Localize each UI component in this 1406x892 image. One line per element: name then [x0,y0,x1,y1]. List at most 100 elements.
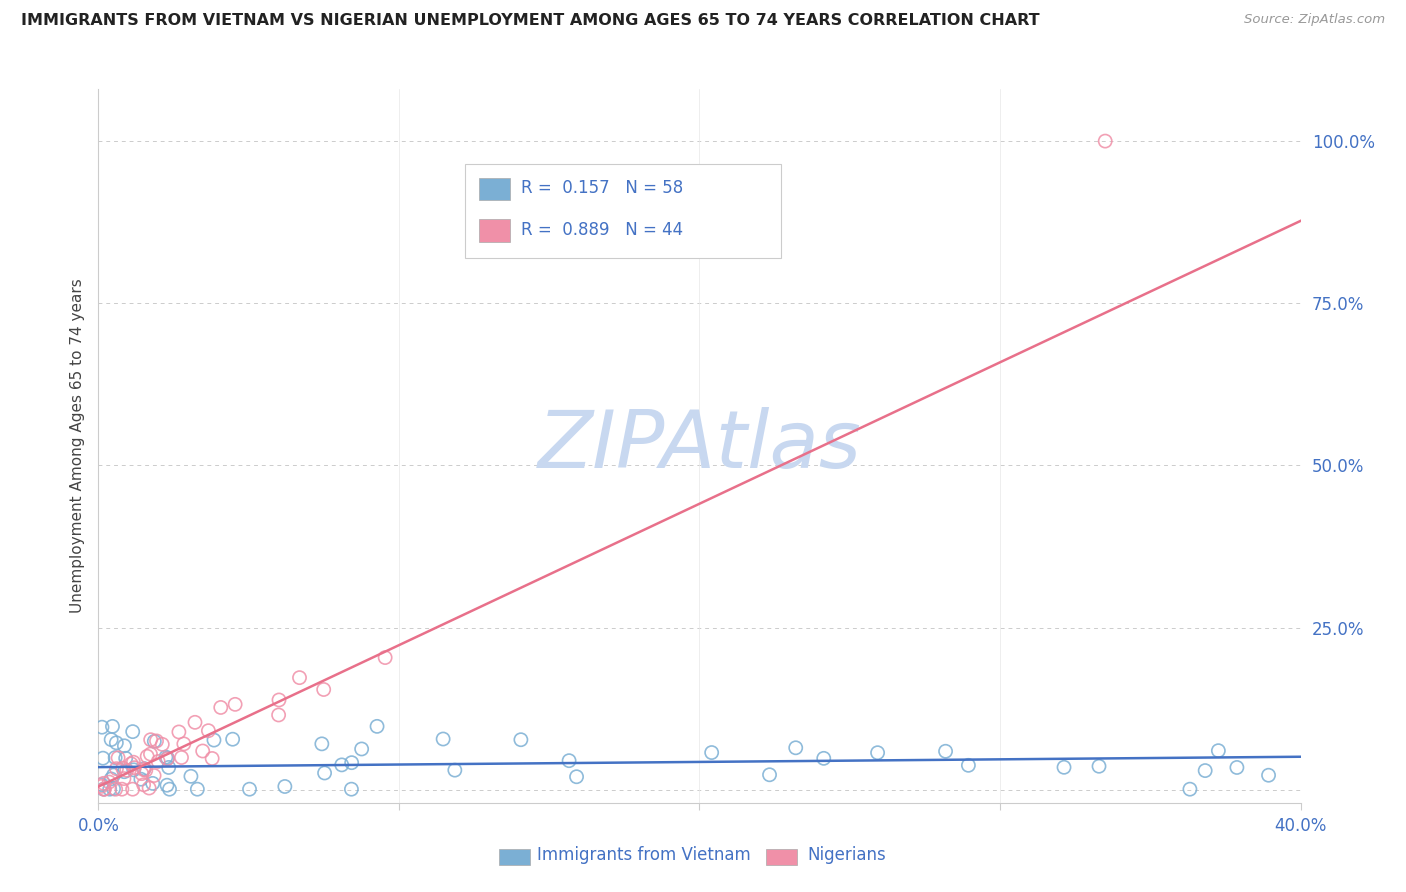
Point [340,756,363,770]
Point [267,708,290,723]
Text: Immigrants from Vietnam: Immigrants from Vietnam [537,846,751,863]
Point [209,700,232,714]
Point [112,739,135,753]
Point [224,698,246,712]
Point [443,763,465,777]
Point [90,778,112,792]
Point [135,764,157,778]
Point [90,780,112,794]
Point [136,749,159,764]
Point [1094,134,1116,148]
Point [132,763,155,777]
Point [565,770,588,784]
Point [93,782,115,797]
Point [98,775,121,789]
Point [131,766,153,780]
Point [150,737,173,751]
Point [509,732,531,747]
Point [785,740,807,755]
Point [1226,760,1249,774]
Point [139,732,162,747]
Point [432,731,454,746]
Point [1178,782,1201,797]
Point [138,780,160,795]
Point [813,751,835,765]
Point [274,780,297,794]
Point [330,757,353,772]
Point [139,747,162,761]
Point [93,782,115,797]
Text: R =  0.157   N = 58: R = 0.157 N = 58 [522,179,683,197]
Point [758,768,780,782]
Point [93,782,115,797]
Point [159,782,181,797]
Point [111,782,134,797]
Point [312,682,335,697]
Point [374,650,396,665]
Point [558,754,581,768]
Point [129,772,152,787]
Point [132,778,155,792]
Point [350,742,373,756]
Point [340,782,363,797]
Point [103,781,125,796]
Point [112,772,135,786]
Point [156,752,179,766]
Point [115,764,138,778]
Point [197,723,219,738]
Point [238,782,260,797]
Point [700,746,723,760]
Y-axis label: Unemployment Among Ages 65 to 74 years: Unemployment Among Ages 65 to 74 years [69,278,84,614]
Point [111,761,134,775]
Point [145,734,167,748]
Point [124,761,146,775]
Point [143,734,166,748]
Point [121,724,143,739]
Text: ZIPAtlas: ZIPAtlas [537,407,862,485]
Point [122,763,145,777]
Point [114,751,136,765]
Point [191,744,214,758]
Text: IMMIGRANTS FROM VIETNAM VS NIGERIAN UNEMPLOYMENT AMONG AGES 65 TO 74 YEARS CORRE: IMMIGRANTS FROM VIETNAM VS NIGERIAN UNEM… [21,13,1039,29]
Point [104,750,127,764]
Point [288,671,311,685]
Point [1208,744,1230,758]
Point [366,719,388,733]
Point [100,732,122,747]
Point [156,751,179,765]
Point [170,750,193,764]
Point [957,758,980,772]
Point [202,733,225,747]
Point [1194,764,1216,778]
Point [143,768,166,782]
Point [101,719,124,733]
Point [93,776,115,790]
Point [142,776,165,790]
Point [311,737,333,751]
Point [173,737,195,751]
Point [91,751,114,765]
Point [122,756,145,770]
Point [221,732,243,747]
Point [1053,760,1076,774]
Point [180,769,202,783]
Point [134,762,156,776]
Point [104,782,127,797]
Point [100,772,122,786]
Point [866,746,889,760]
Point [186,782,208,797]
Point [167,725,190,739]
Point [1257,768,1279,782]
Text: R =  0.889   N = 44: R = 0.889 N = 44 [522,221,683,239]
Point [184,715,207,730]
Point [314,766,336,780]
Point [103,768,125,782]
Point [201,751,224,765]
Point [107,751,129,765]
Point [267,693,290,707]
Point [112,764,135,779]
Point [1088,759,1111,773]
Point [98,782,121,797]
Point [146,755,169,769]
Point [105,762,128,776]
